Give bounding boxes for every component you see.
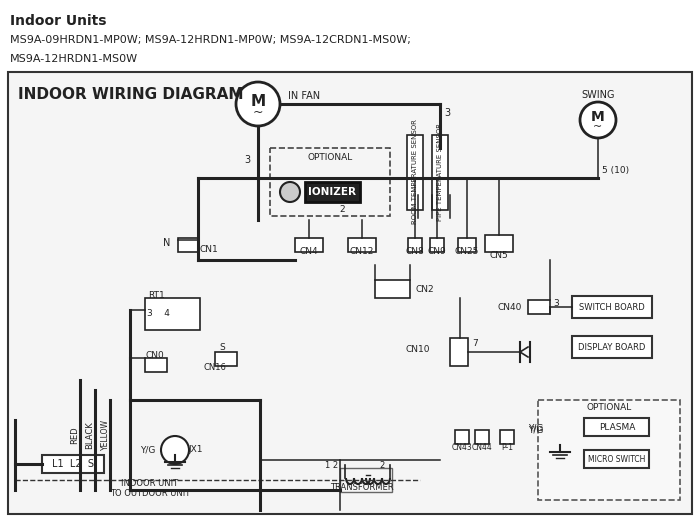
Text: CN9: CN9 [428, 247, 447, 256]
Text: 5 (10): 5 (10) [602, 165, 629, 174]
Text: CN16: CN16 [204, 363, 226, 373]
Bar [500, 430, 514, 444]
Bar [295, 238, 323, 252]
Bar [305, 182, 360, 202]
Bar [145, 298, 200, 330]
Text: 3: 3 [444, 108, 450, 118]
Text: Y/G: Y/G [528, 423, 544, 433]
Text: CN25: CN25 [455, 247, 480, 256]
Text: CN1: CN1 [200, 245, 218, 255]
Bar [432, 135, 448, 210]
Circle shape [546, 426, 574, 454]
Text: MS9A-12HRDN1-MS0W: MS9A-12HRDN1-MS0W [10, 54, 138, 64]
Bar [8, 72, 692, 514]
Bar [178, 238, 198, 252]
Bar [430, 238, 444, 252]
Bar [270, 148, 390, 216]
Text: CN2: CN2 [416, 284, 435, 293]
Text: CN5: CN5 [489, 252, 508, 260]
Text: INDOOR UNIT: INDOOR UNIT [121, 480, 178, 489]
Bar [455, 430, 469, 444]
Bar [375, 280, 410, 298]
Text: S: S [219, 343, 225, 352]
Text: IN FAN: IN FAN [288, 91, 320, 101]
Text: L1  L2  S: L1 L2 S [52, 459, 94, 469]
Circle shape [236, 82, 280, 126]
Text: 2: 2 [340, 206, 345, 215]
Circle shape [280, 182, 300, 202]
Text: Y/G: Y/G [139, 445, 155, 455]
Text: CN12: CN12 [350, 247, 374, 256]
Text: 3: 3 [553, 299, 559, 307]
Text: SWITCH BOARD: SWITCH BOARD [579, 303, 645, 312]
Text: N: N [162, 238, 170, 248]
Bar [584, 418, 649, 436]
Bar [458, 238, 476, 252]
Text: 3    4: 3 4 [146, 310, 169, 318]
Bar [215, 352, 237, 366]
Text: M: M [591, 110, 605, 124]
Text: CN10: CN10 [405, 346, 430, 354]
Bar [450, 338, 468, 366]
Text: PIPE TEMPERATURE SENSOR: PIPE TEMPERATURE SENSOR [437, 123, 443, 221]
Text: TO OUTDOOR UNIT: TO OUTDOOR UNIT [110, 490, 190, 499]
Text: CN40: CN40 [498, 303, 522, 313]
Text: CN43: CN43 [452, 443, 472, 452]
Text: RED: RED [71, 426, 80, 444]
Text: P-1: P-1 [501, 443, 513, 452]
Bar [145, 358, 167, 372]
Bar [528, 300, 550, 314]
Bar [572, 296, 652, 318]
Text: CN44: CN44 [472, 443, 492, 452]
Circle shape [580, 102, 616, 138]
Bar [572, 336, 652, 358]
Bar [348, 238, 376, 252]
Text: ~: ~ [594, 122, 603, 132]
Bar [408, 238, 422, 252]
Bar [584, 450, 649, 468]
Bar [407, 135, 423, 210]
Text: INDOOR WIRING DIAGRAM: INDOOR WIRING DIAGRAM [18, 87, 244, 102]
Text: 1 2: 1 2 [326, 460, 339, 469]
Text: BLACK: BLACK [85, 421, 94, 449]
Text: JX1: JX1 [188, 445, 202, 455]
Text: MICRO SWITCH: MICRO SWITCH [588, 455, 645, 464]
Text: Y/G: Y/G [528, 425, 543, 434]
Circle shape [161, 436, 189, 464]
Text: CN8: CN8 [405, 247, 424, 256]
Text: 3: 3 [244, 155, 250, 165]
Text: SWING: SWING [581, 90, 615, 100]
Text: 2: 2 [379, 460, 384, 469]
Text: OPTIONAL: OPTIONAL [587, 404, 631, 412]
Bar [538, 400, 680, 500]
Text: CN0: CN0 [145, 350, 164, 360]
Text: YELLOW: YELLOW [101, 420, 109, 450]
Text: MS9A-09HRDN1-MP0W; MS9A-12HRDN1-MP0W; MS9A-12CRDN1-MS0W;: MS9A-09HRDN1-MP0W; MS9A-12HRDN1-MP0W; MS… [10, 35, 411, 45]
Text: M: M [251, 93, 265, 109]
Text: CN4: CN4 [300, 247, 318, 256]
Bar [475, 430, 489, 444]
Text: PLASMA: PLASMA [598, 422, 635, 432]
Bar [485, 235, 513, 252]
Text: ROOM TEMPERATURE SENSOR: ROOM TEMPERATURE SENSOR [412, 120, 418, 224]
Text: 7: 7 [472, 339, 477, 349]
Text: DISPLAY BOARD: DISPLAY BOARD [578, 342, 645, 351]
Text: IONIZER: IONIZER [308, 187, 356, 197]
Text: RT1: RT1 [148, 291, 164, 300]
Bar [42, 455, 104, 473]
Text: TRANSFORMER: TRANSFORMER [330, 483, 394, 492]
Text: Indoor Units: Indoor Units [10, 14, 106, 28]
Text: ~: ~ [253, 105, 263, 118]
Bar [340, 468, 392, 492]
Text: OPTIONAL: OPTIONAL [307, 153, 353, 162]
